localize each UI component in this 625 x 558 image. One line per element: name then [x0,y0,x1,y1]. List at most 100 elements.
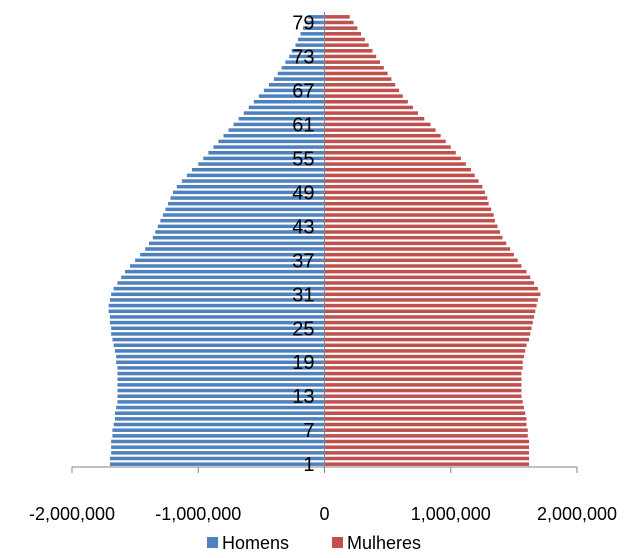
bar-homens-19 [116,360,325,364]
bar-mulheres-58 [324,139,446,144]
bar-homens-77 [300,32,325,36]
bar-mulheres-18 [324,366,523,370]
bar-homens-12 [117,400,325,404]
bar-mulheres-74 [324,49,373,53]
bar-mulheres-69 [324,77,392,81]
bar-homens-51 [181,179,325,183]
bar-mulheres-21 [324,349,526,353]
bar-mulheres-39 [324,247,511,251]
bar-mulheres-1 [324,462,530,466]
bar-mulheres-45 [324,213,494,217]
series-homens [108,15,325,466]
bar-homens-41 [152,235,325,240]
bar-mulheres-2 [324,456,530,461]
bar-homens-30 [109,298,325,302]
bar-mulheres-63 [324,111,418,115]
bar-mulheres-48 [324,196,488,200]
bar-homens-40 [149,241,325,246]
bar-mulheres-80 [324,15,350,19]
bar-mulheres-36 [324,264,522,268]
y-tick-label: 79 [292,12,314,34]
bar-mulheres-23 [324,337,530,342]
y-tick-label: 37 [292,250,314,272]
bar-mulheres-37 [324,258,518,263]
bar-mulheres-29 [324,303,537,308]
bar-homens-36 [130,264,325,268]
bar-homens-15 [117,383,325,387]
bar-mulheres-9 [324,417,527,421]
bar-homens-31 [111,292,325,297]
y-tick-label: 13 [292,386,314,408]
bar-mulheres-75 [324,43,369,47]
bar-homens-4 [111,445,325,449]
bar-homens-72 [285,60,325,64]
bar-mulheres-41 [324,235,503,240]
y-tick-label: 1 [303,454,314,476]
bar-homens-55 [203,156,325,161]
bar-mulheres-42 [324,230,500,234]
bar-homens-8 [113,422,325,427]
bar-mulheres-34 [324,275,531,280]
bar-mulheres-78 [324,26,358,30]
bar-homens-56 [208,150,325,155]
bar-homens-13 [117,394,325,398]
x-tick-label: 0 [319,504,329,524]
bar-homens-32 [113,286,325,291]
bar-mulheres-55 [324,156,461,161]
bar-mulheres-56 [324,150,456,155]
bar-homens-43 [157,224,325,229]
bar-mulheres-35 [324,269,527,274]
bar-homens-60 [228,128,325,132]
bar-homens-61 [233,122,325,127]
bar-mulheres-54 [324,162,466,166]
legend-label: Homens [222,533,289,553]
bar-mulheres-67 [324,88,399,93]
bar-homens-49 [173,190,325,195]
bar-mulheres-22 [324,343,527,348]
bar-homens-6 [112,434,325,438]
bar-mulheres-51 [324,179,479,183]
bar-homens-53 [191,167,325,172]
x-tick-label: 2,000,000 [537,504,617,524]
bar-homens-33 [117,281,325,285]
bar-homens-75 [295,43,325,47]
bar-mulheres-11 [324,405,524,410]
bar-homens-34 [121,275,325,280]
bar-homens-23 [112,337,325,342]
legend-swatch [207,537,218,548]
bar-mulheres-79 [324,20,354,25]
bar-homens-65 [253,100,325,104]
bar-homens-18 [117,366,325,370]
bar-mulheres-7 [324,428,528,432]
bar-homens-50 [176,184,325,189]
bar-mulheres-17 [324,371,522,376]
y-tick-label: 61 [292,114,314,136]
bar-mulheres-64 [324,105,413,110]
bar-mulheres-12 [324,400,523,404]
bar-homens-24 [111,332,325,336]
bar-homens-22 [113,343,325,348]
bar-homens-64 [248,105,325,110]
legend-label: Mulheres [347,533,421,553]
bar-mulheres-38 [324,252,514,257]
y-tick-label: 49 [292,182,314,204]
bar-mulheres-3 [324,451,530,455]
bar-homens-78 [303,26,325,30]
bar-homens-58 [218,139,325,144]
bar-homens-2 [109,456,325,461]
bar-mulheres-65 [324,100,408,104]
bar-homens-76 [297,37,325,42]
axis-layer [71,12,578,473]
y-tick-label: 43 [292,216,314,238]
bar-mulheres-44 [324,218,495,223]
bar-mulheres-13 [324,394,522,398]
bar-homens-35 [125,269,325,274]
bar-homens-67 [263,88,325,93]
bar-homens-44 [160,218,325,223]
bar-homens-71 [281,66,325,70]
bar-homens-38 [140,252,325,257]
bar-homens-79 [305,20,325,25]
bar-homens-16 [117,377,325,381]
